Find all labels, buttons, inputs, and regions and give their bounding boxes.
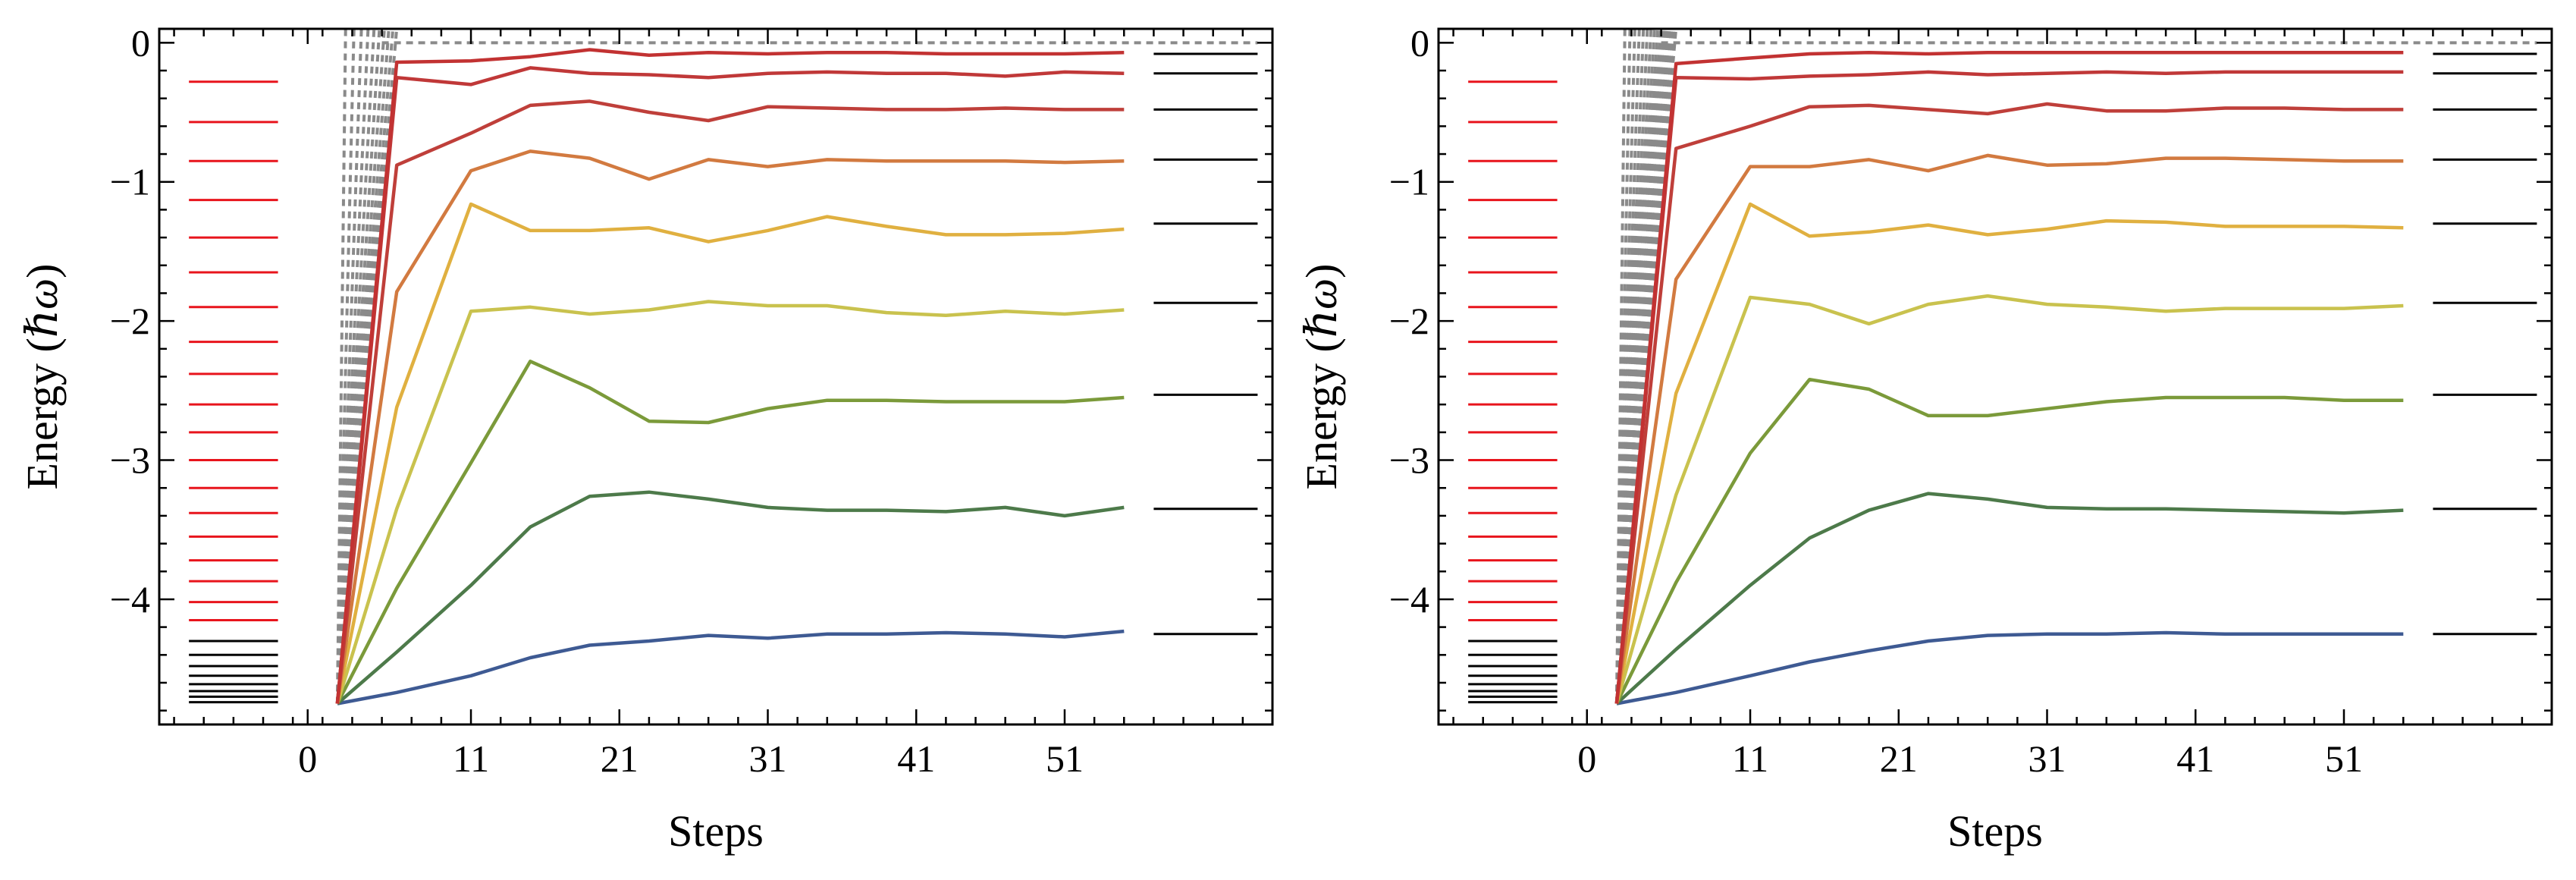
x-tick-label: 21 <box>601 737 639 780</box>
x-tick-label: 51 <box>1046 737 1084 780</box>
y-tick-label: −2 <box>1389 300 1429 342</box>
y-axis-title: Energy (ℏω) <box>1297 264 1346 490</box>
y-tick-label: −2 <box>110 300 150 342</box>
series-line-level-3 <box>335 360 1125 705</box>
series-line-level-8 <box>335 66 1125 704</box>
series-line-level-8 <box>1614 70 2404 704</box>
gray-trajectory <box>335 29 399 704</box>
x-tick-label: 31 <box>749 737 787 780</box>
y-axis-title-unit: ℏω <box>17 278 67 338</box>
gray-trajectory <box>1614 29 1656 704</box>
y-tick-label: 0 <box>1410 21 1429 64</box>
x-axis-title: Steps <box>668 806 764 856</box>
series-line-level-4 <box>335 300 1125 705</box>
x-tick-label: 41 <box>2176 737 2214 780</box>
y-tick-label: −4 <box>1389 578 1429 621</box>
y-axis-title-text: Energy ( <box>1297 338 1346 489</box>
x-tick-label: 0 <box>298 737 317 780</box>
series-line-level-2 <box>1615 492 2404 706</box>
gray-trajectory <box>1614 29 1627 704</box>
plot-frame <box>1437 27 2553 726</box>
series-line-level-1 <box>337 629 1125 706</box>
series-line-level-4 <box>1614 294 2404 705</box>
series-line-level-5 <box>1614 202 2404 704</box>
chart-panel-right: 0 11 21 31 41 51 0 −1 −2 −3 −4 Steps Energy (ℏω) <box>1297 21 2553 856</box>
plot-area <box>1468 29 2537 706</box>
y-tick-label: −1 <box>110 161 150 203</box>
y-axis-title-text: Energy ( <box>17 338 67 489</box>
y-tick-label: −3 <box>1389 439 1429 482</box>
series-line-level-5 <box>335 202 1125 704</box>
x-tick-label: 41 <box>897 737 935 780</box>
gray-trajectory <box>1614 29 1636 704</box>
series-line-level-2 <box>336 490 1125 706</box>
gray-trajectory <box>335 29 347 704</box>
x-tick-label: 51 <box>2325 737 2363 780</box>
gray-trajectory <box>335 29 356 704</box>
x-axis-title: Steps <box>1947 806 2043 856</box>
y-axis-title: Energy (ℏω) <box>17 264 67 490</box>
x-tick-label: 11 <box>453 737 489 780</box>
y-axis-title-close: ) <box>1297 264 1346 278</box>
plot-area <box>189 29 1258 706</box>
gray-trajectory <box>1614 29 1678 704</box>
series-line-level-7 <box>335 99 1125 704</box>
series-line-level-3 <box>1614 377 2404 705</box>
y-axis-title-unit: ℏω <box>1297 278 1346 338</box>
plot-frame <box>158 27 1274 726</box>
series-line-level-9 <box>335 48 1125 704</box>
x-tick-label: 21 <box>1880 737 1918 780</box>
series-line-level-7 <box>1614 102 2404 704</box>
x-tick-label: 31 <box>2028 737 2066 780</box>
series-line-level-6 <box>335 149 1125 704</box>
y-axis-title-close: ) <box>17 264 67 278</box>
y-tick-label: −4 <box>110 578 150 621</box>
x-tick-label: 0 <box>1577 737 1596 780</box>
series-line-level-6 <box>1614 153 2404 704</box>
x-tick-label: 11 <box>1732 737 1768 780</box>
y-tick-label: 0 <box>131 21 150 64</box>
series-line-level-9 <box>1614 50 2404 704</box>
y-tick-label: −3 <box>110 439 150 482</box>
y-tick-label: −1 <box>1389 161 1429 203</box>
series-line-level-1 <box>1616 630 2404 706</box>
chart-panel-left: 0 11 21 31 41 51 0 −1 −2 −3 −4 Steps Energy (ℏω) <box>17 21 1274 856</box>
